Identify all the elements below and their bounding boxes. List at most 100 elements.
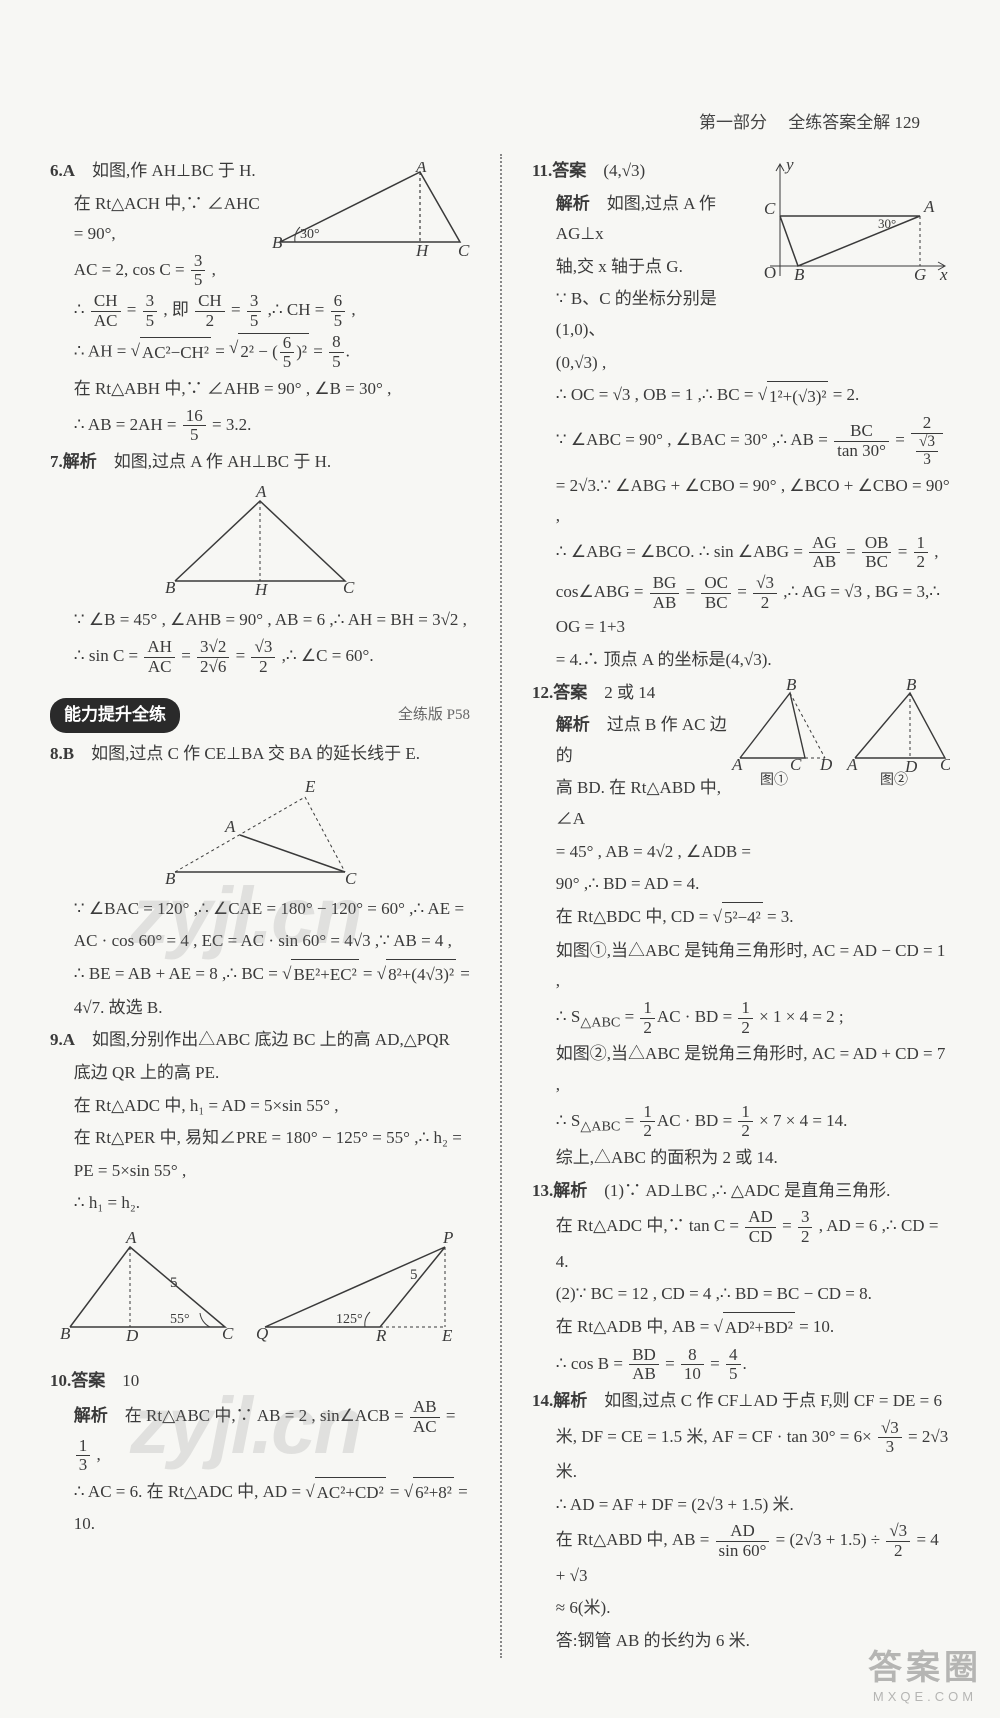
q9-l1: 如图,分别作出△ABC 底边 BC 上的高 AD,△PQR <box>92 1030 450 1049</box>
svg-text:55°: 55° <box>170 1312 190 1327</box>
q12-l5: 在 Rt△BDC 中, CD = 5²−4² = 3. <box>532 902 950 934</box>
q10-number: 10.答案 <box>50 1371 105 1390</box>
q12-l3: = 45° , AB = 4√2 , ∠ADB = <box>532 837 950 868</box>
left-column: A B H C 30° 6.A 如图,作 AH⊥BC 于 H. 在 Rt△ACH… <box>50 154 470 1658</box>
part-label: 第一部分 <box>699 113 767 132</box>
q14-l5: ≈ 6(米). <box>532 1593 950 1624</box>
q9-l5: PE = 5×sin 55° , <box>50 1156 470 1187</box>
q13-l4: 在 Rt△ADB 中, AB = AD²+BD² = 10. <box>532 1312 950 1344</box>
svg-text:B: B <box>165 869 176 888</box>
q13-l2: 在 Rt△ADC 中,∵ tan C = ADCD = 32 , AD = 6 … <box>532 1208 950 1277</box>
q8-line3: AC · cos 60° = 4 , EC = AC · sin 60° = 4… <box>50 926 470 957</box>
svg-text:O: O <box>764 263 776 282</box>
svg-text:A: A <box>224 817 236 836</box>
svg-text:D: D <box>819 755 833 774</box>
svg-text:C: C <box>790 755 802 774</box>
svg-text:B: B <box>165 578 176 597</box>
svg-text:30°: 30° <box>300 227 320 242</box>
q6-line4: ∴ CHAC = 35 , 即 CH2 = 35 ,∴ CH = 65 , <box>50 292 470 330</box>
svg-text:B: B <box>786 678 797 694</box>
q11-diagram: O B G C A x y 30° <box>750 156 950 286</box>
q8-line5: 4√7. 故选 B. <box>50 993 470 1024</box>
q12-l6: 如图①,当△ABC 是钝角三角形时, AC = AD − CD = 1 , <box>532 936 950 997</box>
q7-number: 7.解析 <box>50 452 97 471</box>
svg-text:图①: 图① <box>760 772 788 788</box>
q14-l1: 如图,过点 C 作 CF⊥AD 于点 F,则 CF = DE = 6 <box>604 1391 942 1410</box>
q6-number: 6.A <box>50 161 75 180</box>
q12-l7: ∴ S△ABC = 12AC · BD = 12 × 1 × 4 = 2 ; <box>532 999 950 1037</box>
brand-url: MXQE.COM <box>868 1689 982 1704</box>
q10-answer: 10 <box>122 1371 139 1390</box>
svg-text:E: E <box>441 1326 453 1345</box>
q6-diagram: A B H C 30° <box>270 162 470 262</box>
q14-l2: 米, DF = CE = 1.5 米, AF = CF · tan 30° = … <box>532 1419 950 1488</box>
svg-text:B: B <box>60 1324 71 1343</box>
q14-l4: 在 Rt△ABD 中, AB = ADsin 60° = (2√3 + 1.5)… <box>532 1522 950 1591</box>
q11-exp-label: 解析 <box>556 194 590 213</box>
q11-l10: = 4.∴ 顶点 A 的坐标是(4,√3). <box>532 645 950 676</box>
q7-line1: 如图,过点 A 作 AH⊥BC 于 H. <box>114 452 331 471</box>
svg-text:A: A <box>846 755 858 774</box>
svg-text:D: D <box>125 1326 139 1345</box>
q6-line5: ∴ AH = AC²−CH² = 2² − (65)² = 85. <box>50 333 470 372</box>
question-13: 13.解析 (1)∵ AD⊥BC ,∴ △ADC 是直角三角形. 在 Rt△AD… <box>532 1176 950 1385</box>
svg-text:C: C <box>345 869 357 888</box>
q11-l9: cos∠ABG = BGAB = OCBC = √32 ,∴ AG = √3 ,… <box>532 574 950 643</box>
svg-text:B: B <box>906 678 917 694</box>
svg-text:A: A <box>923 197 935 216</box>
q11-l3: ∵ B、C 的坐标分别是(1,0)、 <box>532 284 950 345</box>
q6-line6: 在 Rt△ABH 中,∵ ∠AHB = 90° , ∠B = 30° , <box>50 374 470 405</box>
q11-answer: (4,√3) <box>603 161 645 180</box>
q11-number: 11.答案 <box>532 161 586 180</box>
section-header: 能力提升全练 全练版 P58 <box>50 678 470 737</box>
question-7: 7.解析 如图,过点 A 作 AH⊥BC 于 H. A B H C ∵ ∠B =… <box>50 447 470 677</box>
svg-text:C: C <box>458 241 470 260</box>
q13-l5: ∴ cos B = BDAB = 810 = 45. <box>532 1346 950 1384</box>
q9-number: 9.A <box>50 1030 75 1049</box>
svg-text:G: G <box>914 265 926 284</box>
q13-number: 13.解析 <box>532 1181 587 1200</box>
q8-line1: 如图,过点 C 作 CE⊥BA 交 BA 的延长线于 E. <box>91 744 420 763</box>
header-title: 全练答案全解 <box>788 113 890 132</box>
svg-text:R: R <box>375 1326 387 1345</box>
svg-text:5: 5 <box>170 1275 178 1291</box>
svg-text:图②: 图② <box>880 772 908 788</box>
right-column: O B G C A x y 30° 11.答案 (4,√3) 解析 如图,过点 … <box>532 154 950 1658</box>
q12-l8: 如图②,当△ABC 是锐角三角形时, AC = AD + CD = 7 , <box>532 1039 950 1100</box>
svg-text:E: E <box>304 777 316 796</box>
q8-number: 8.B <box>50 744 74 763</box>
q9-diagram: A B D C 5 55° P Q R E 5 125° <box>50 1227 470 1347</box>
q13-l3: (2)∵ BC = 12 , CD = 4 ,∴ BD = BC − CD = … <box>532 1279 950 1310</box>
svg-text:A: A <box>415 162 427 176</box>
svg-text:125°: 125° <box>336 1312 363 1327</box>
q12-number: 12.答案 <box>532 683 587 702</box>
section-pageref: 全练版 P58 <box>398 702 470 729</box>
q13-l1: (1)∵ AD⊥BC ,∴ △ADC 是直角三角形. <box>604 1181 890 1200</box>
q11-l5: ∴ OC = √3 , OB = 1 ,∴ BC = 1²+(√3)² = 2. <box>532 380 950 412</box>
section-pill: 能力提升全练 <box>50 698 180 733</box>
q7-line3: ∴ sin C = AHAC = 3√22√6 = √32 ,∴ ∠C = 60… <box>50 638 470 676</box>
q8-line4: ∴ BE = AB + AE = 8 ,∴ BC = BE²+EC² = 8²+… <box>50 959 470 991</box>
svg-text:5: 5 <box>410 1267 418 1283</box>
q12-l9: ∴ S△ABC = 12AC · BD = 12 × 7 × 4 = 14. <box>532 1103 950 1141</box>
q6-line1: 如图,作 AH⊥BC 于 H. <box>92 161 256 180</box>
svg-text:A: A <box>125 1228 137 1247</box>
q9-l4: 在 Rt△PER 中, 易知∠PRE = 180° − 125° = 55° ,… <box>50 1123 470 1154</box>
page-number: 129 <box>895 113 921 132</box>
svg-text:H: H <box>254 580 269 599</box>
q14-l3: ∴ AD = AF + DF = (2√3 + 1.5) 米. <box>532 1490 950 1521</box>
svg-text:x: x <box>939 265 948 284</box>
page: 第一部分 全练答案全解 129 zyjl.cn zyjl.cn A B H C … <box>0 0 1000 1718</box>
q11-l7: = 2√3.∵ ∠ABG + ∠CBO = 90° , ∠BCO + ∠CBO … <box>532 471 950 532</box>
question-6: A B H C 30° 6.A 如图,作 AH⊥BC 于 H. 在 Rt△ACH… <box>50 156 470 445</box>
content-columns: A B H C 30° 6.A 如图,作 AH⊥BC 于 H. 在 Rt△ACH… <box>50 154 950 1658</box>
svg-text:P: P <box>442 1228 453 1247</box>
q8-line2: ∵ ∠BAC = 120° ,∴ ∠CAE = 180° − 120° = 60… <box>50 894 470 925</box>
question-8: 8.B 如图,过点 C 作 CE⊥BA 交 BA 的延长线于 E. A B C … <box>50 739 470 1023</box>
svg-text:C: C <box>764 199 776 218</box>
svg-text:30°: 30° <box>878 216 896 231</box>
svg-text:A: A <box>255 482 267 501</box>
question-12: A C D B 图① A D C B 图② 12.答案 2 或 14 解析 过点… <box>532 678 950 1174</box>
q11-l8: ∴ ∠ABG = ∠BCO. ∴ sin ∠ABG = AGAB = OBBC … <box>532 534 950 572</box>
q9-l2: 底边 QR 上的高 PE. <box>50 1058 470 1089</box>
